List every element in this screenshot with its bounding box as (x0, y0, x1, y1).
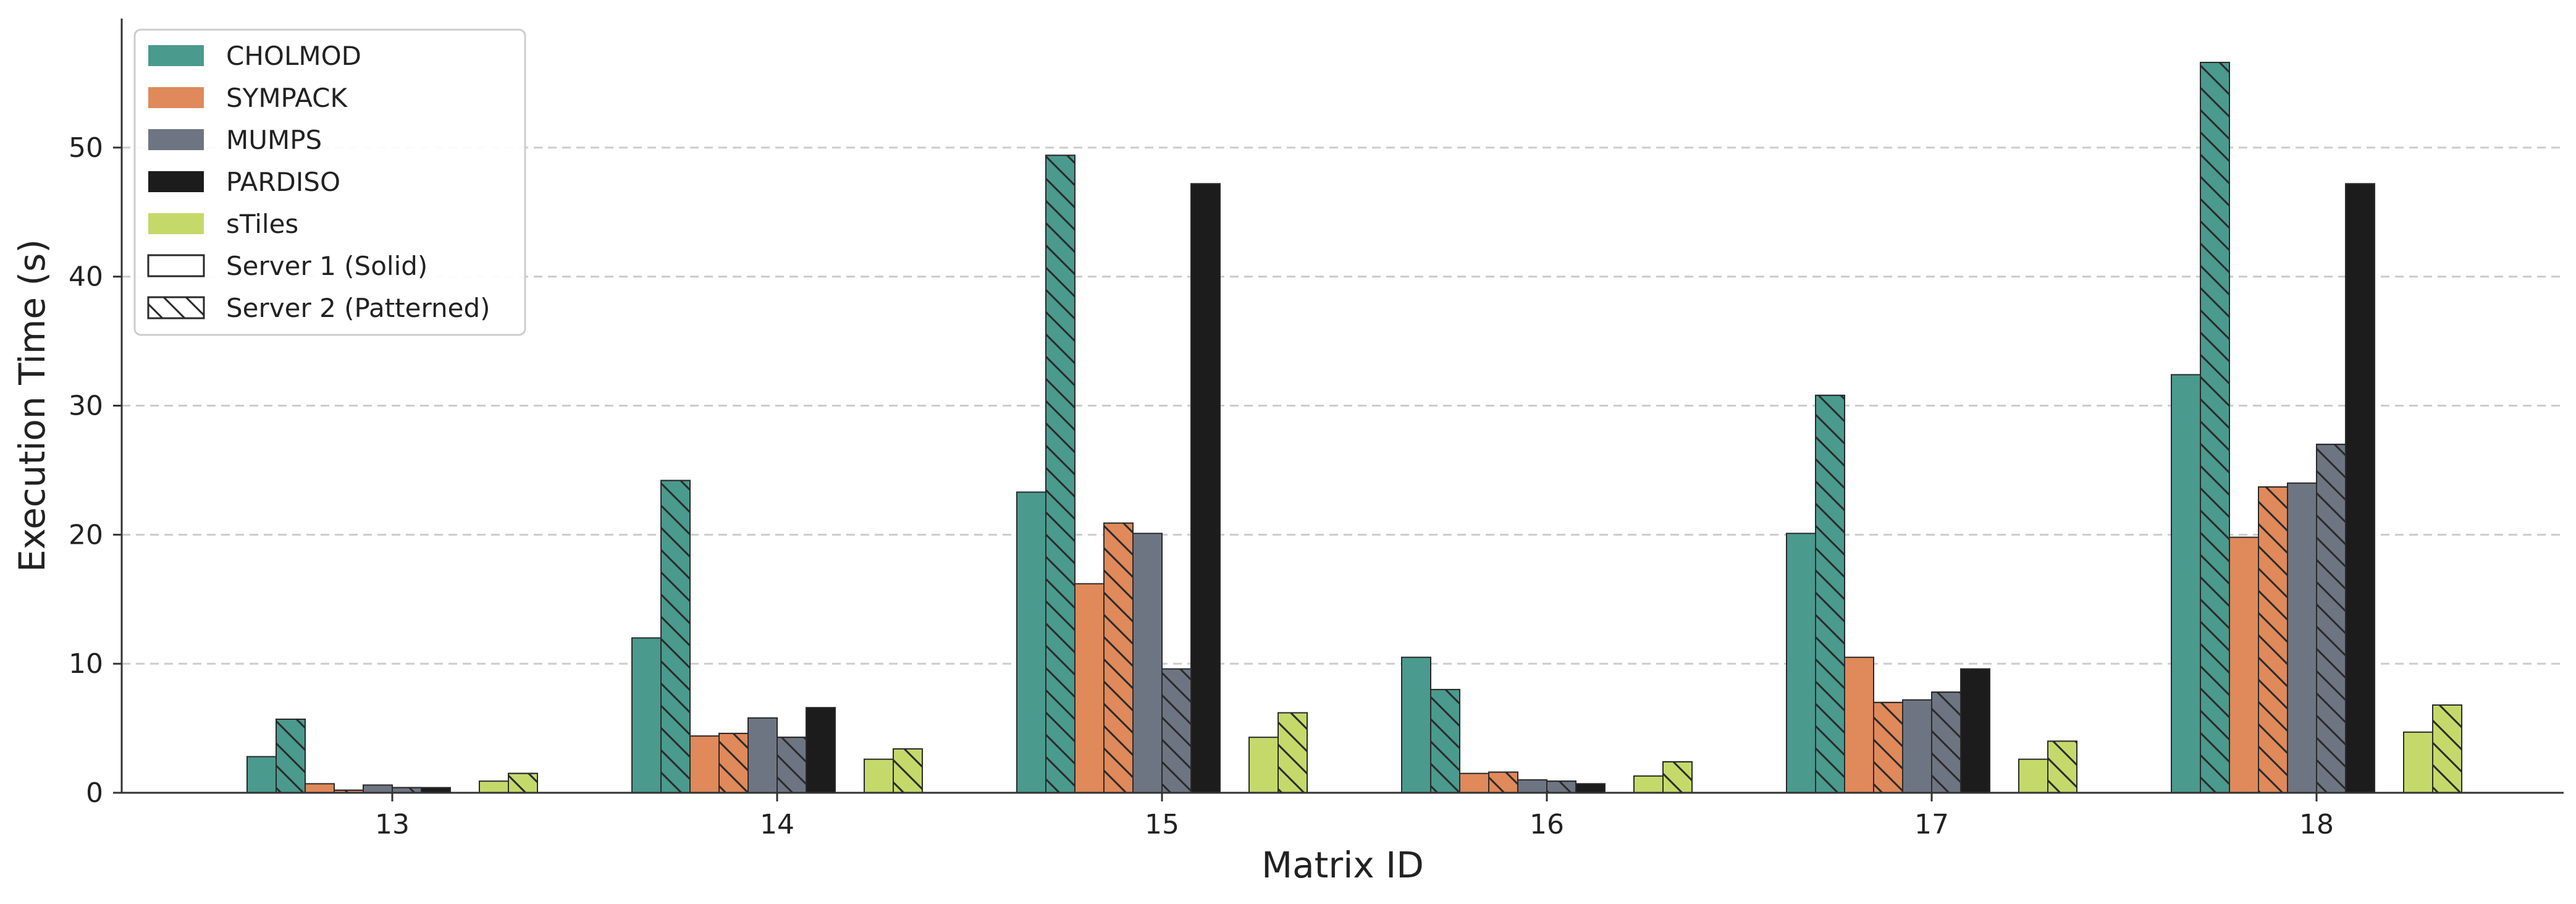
bar-cholmod-server1-17 (1786, 533, 1816, 793)
bar-sympack-server2-18-hatch (2258, 486, 2288, 793)
legend-label: PARDISO (226, 167, 340, 197)
bar-cholmod-server2-18-hatch (2200, 62, 2230, 794)
gridlines (122, 146, 2564, 665)
legend-swatch (148, 171, 204, 192)
bar-stiles-server2-17-hatch (2047, 740, 2077, 794)
bar-stiles-server1-13 (479, 780, 509, 793)
x-tick-label: 17 (1914, 809, 1949, 840)
bar-mumps-server2-15-hatch (1161, 668, 1192, 794)
legend-swatch (148, 87, 204, 108)
legend-swatch (147, 254, 205, 277)
bar-stiles-server1-15 (1248, 737, 1279, 793)
bar-mumps-server1-13 (363, 784, 393, 793)
bar-mumps-server1-14 (747, 717, 778, 794)
y-tick-label: 20 (69, 519, 103, 551)
y-tick-label: 30 (69, 391, 103, 422)
bar-sympack-server2-16-hatch (1488, 771, 1518, 794)
bar-mumps-server2-17-hatch (1931, 691, 1961, 793)
bar-mumps-server2-14-hatch (777, 737, 807, 793)
bar-cholmod-server2-16-hatch (1430, 688, 1460, 794)
legend-box (133, 28, 526, 336)
bar-cholmod-server2-15-hatch (1045, 154, 1075, 794)
bar-stiles-server1-18 (2403, 731, 2433, 794)
bar-sympack-server1-16 (1459, 772, 1489, 794)
bar-sympack-server1-18 (2229, 536, 2259, 793)
bar-stiles-server1-16 (1633, 775, 1664, 794)
bar-cholmod-server2-13-hatch (276, 718, 306, 793)
x-tick-label: 14 (760, 809, 794, 840)
bar-sympack-server2-15-hatch (1103, 522, 1134, 793)
legend-label: Server 1 (Solid) (226, 251, 427, 281)
bar-pardiso-server1-15 (1190, 183, 1221, 794)
bar-mumps-server2-18-hatch (2316, 444, 2346, 793)
legend-label: MUMPS (226, 125, 322, 155)
bar-sympack-server2-17-hatch (1873, 701, 1903, 793)
bar-mumps-server1-16 (1517, 779, 1547, 794)
bar-pardiso-server1-14 (806, 707, 836, 794)
x-tick-label: 16 (1530, 809, 1564, 840)
bar-sympack-server1-17 (1844, 656, 1874, 793)
bar-cholmod-server1-14 (631, 637, 662, 794)
legend-swatch (148, 45, 204, 66)
bar-mumps-server2-16-hatch (1546, 780, 1576, 793)
bar-sympack-server1-14 (689, 735, 720, 793)
axes: 13 14 15 16 17 18 0 10 20 30 40 50 Matrix ID Executio… (11, 19, 2564, 886)
bar-stiles-server2-13-hatch (508, 772, 538, 794)
y-tick-label: 50 (69, 132, 103, 164)
x-tick-label: 18 (2299, 809, 2334, 840)
bar-mumps-server1-18 (2287, 482, 2317, 793)
bar-stiles-server2-18-hatch (2432, 704, 2462, 793)
legend-label: sTiles (226, 209, 298, 239)
legend-label: SYMPACK (226, 83, 348, 113)
bar-cholmod-server1-18 (2171, 374, 2201, 793)
bar-stiles-server1-14 (864, 758, 894, 794)
legend-swatch (148, 213, 204, 234)
bar-pardiso-server1-18 (2345, 183, 2375, 794)
legend-label: CHOLMOD (226, 41, 361, 71)
bar-stiles-server1-17 (2018, 758, 2048, 794)
bar-pardiso-server1-16 (1575, 783, 1606, 794)
bar-mumps-server1-15 (1132, 533, 1163, 793)
y-tick-label: 0 (86, 777, 103, 809)
bar-sympack-server1-13 (305, 783, 335, 794)
x-axis-title: Matrix ID (1261, 844, 1424, 886)
bar-mumps-server1-17 (1902, 699, 1932, 794)
x-tick-label: 13 (375, 809, 410, 840)
bar-cholmod-server1-15 (1016, 491, 1046, 793)
x-tick-label: 15 (1145, 809, 1179, 840)
bar-stiles-server2-16-hatch (1662, 761, 1693, 794)
legend: CHOLMOD SYMPACK MUMPS PARDISO sTiles Server 1… (133, 28, 526, 336)
legend-swatch (148, 129, 204, 150)
bar-cholmod-server1-13 (246, 756, 277, 793)
bar-stiles-server2-14-hatch (893, 748, 923, 794)
bar-cholmod-server1-16 (1401, 656, 1431, 793)
bar-sympack-server2-14-hatch (718, 732, 749, 793)
bars (246, 62, 2462, 794)
bar-cholmod-server2-17-hatch (1815, 394, 1845, 793)
bar-stiles-server2-15-hatch (1277, 712, 1308, 793)
legend-label: Server 2 (Patterned) (226, 293, 490, 323)
y-tick-label: 40 (69, 261, 103, 293)
y-tick-label: 10 (69, 648, 103, 680)
bar-sympack-server1-15 (1074, 583, 1105, 793)
bar-pardiso-server1-17 (1960, 668, 1990, 794)
y-axis-title: Execution Time (s) (11, 239, 53, 572)
legend-swatch-hatch (147, 296, 205, 319)
bar-cholmod-server2-14-hatch (660, 479, 691, 794)
